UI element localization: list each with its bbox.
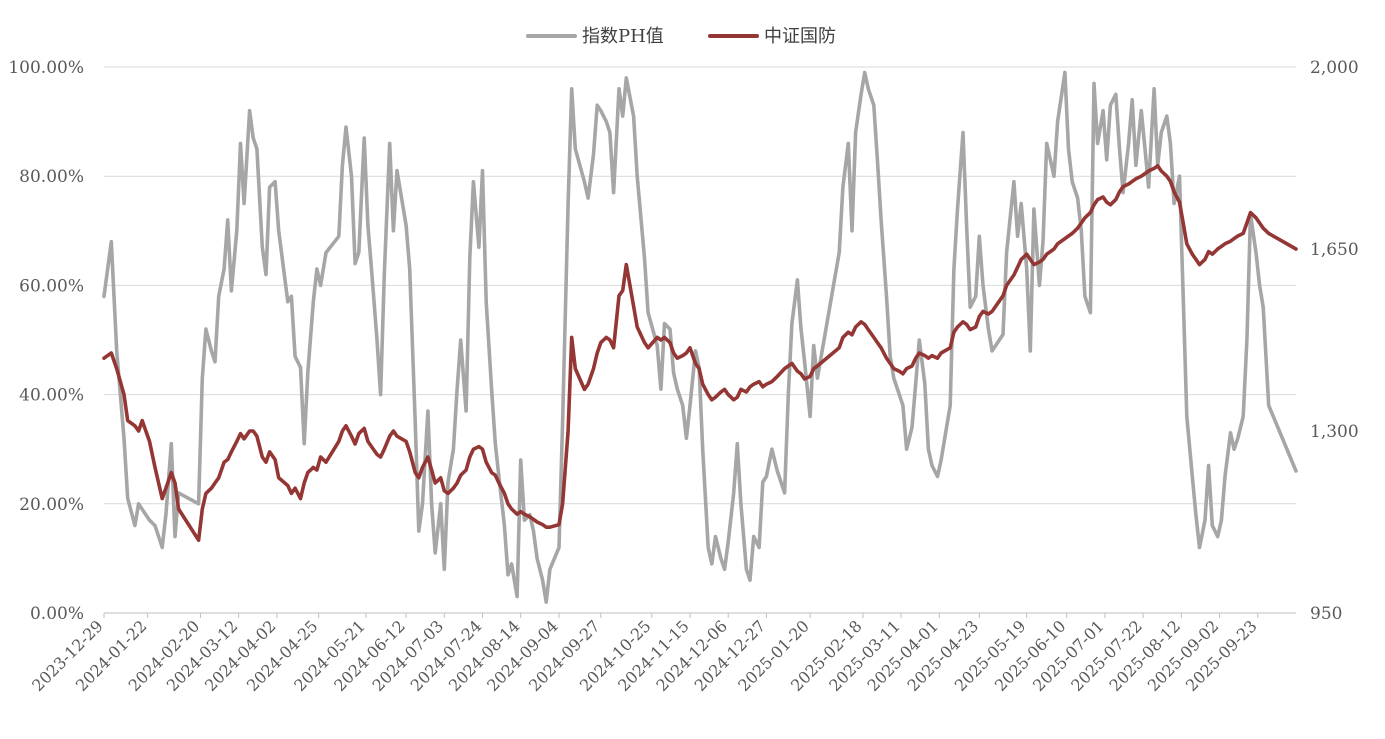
series-lines <box>102 70 1298 604</box>
y-left-tick-label: 20.00% <box>19 495 84 515</box>
legend-label-index: 中证国防 <box>764 26 836 47</box>
legend-label-ph: 指数PH值 <box>582 26 664 47</box>
y-right-tick-label: 2,000 <box>1310 58 1359 78</box>
y-right-tick-label: 1,650 <box>1310 240 1359 260</box>
series-line-index <box>102 164 1298 543</box>
legend: 指数PH值 中证国防 <box>526 26 836 47</box>
y-left-tick-label: 80.00% <box>19 167 84 187</box>
y-right-tick-label: 950 <box>1310 604 1342 624</box>
y-right-tick-label: 1,300 <box>1310 422 1359 442</box>
y-left-tick-label: 100.00% <box>8 58 84 78</box>
y-left-tick-label: 40.00% <box>19 386 84 406</box>
y-left-tick-label: 0.00% <box>30 604 84 624</box>
series-line-ph <box>102 70 1298 604</box>
y-left-tick-label: 60.00% <box>19 276 84 296</box>
gridlines <box>104 66 1296 614</box>
